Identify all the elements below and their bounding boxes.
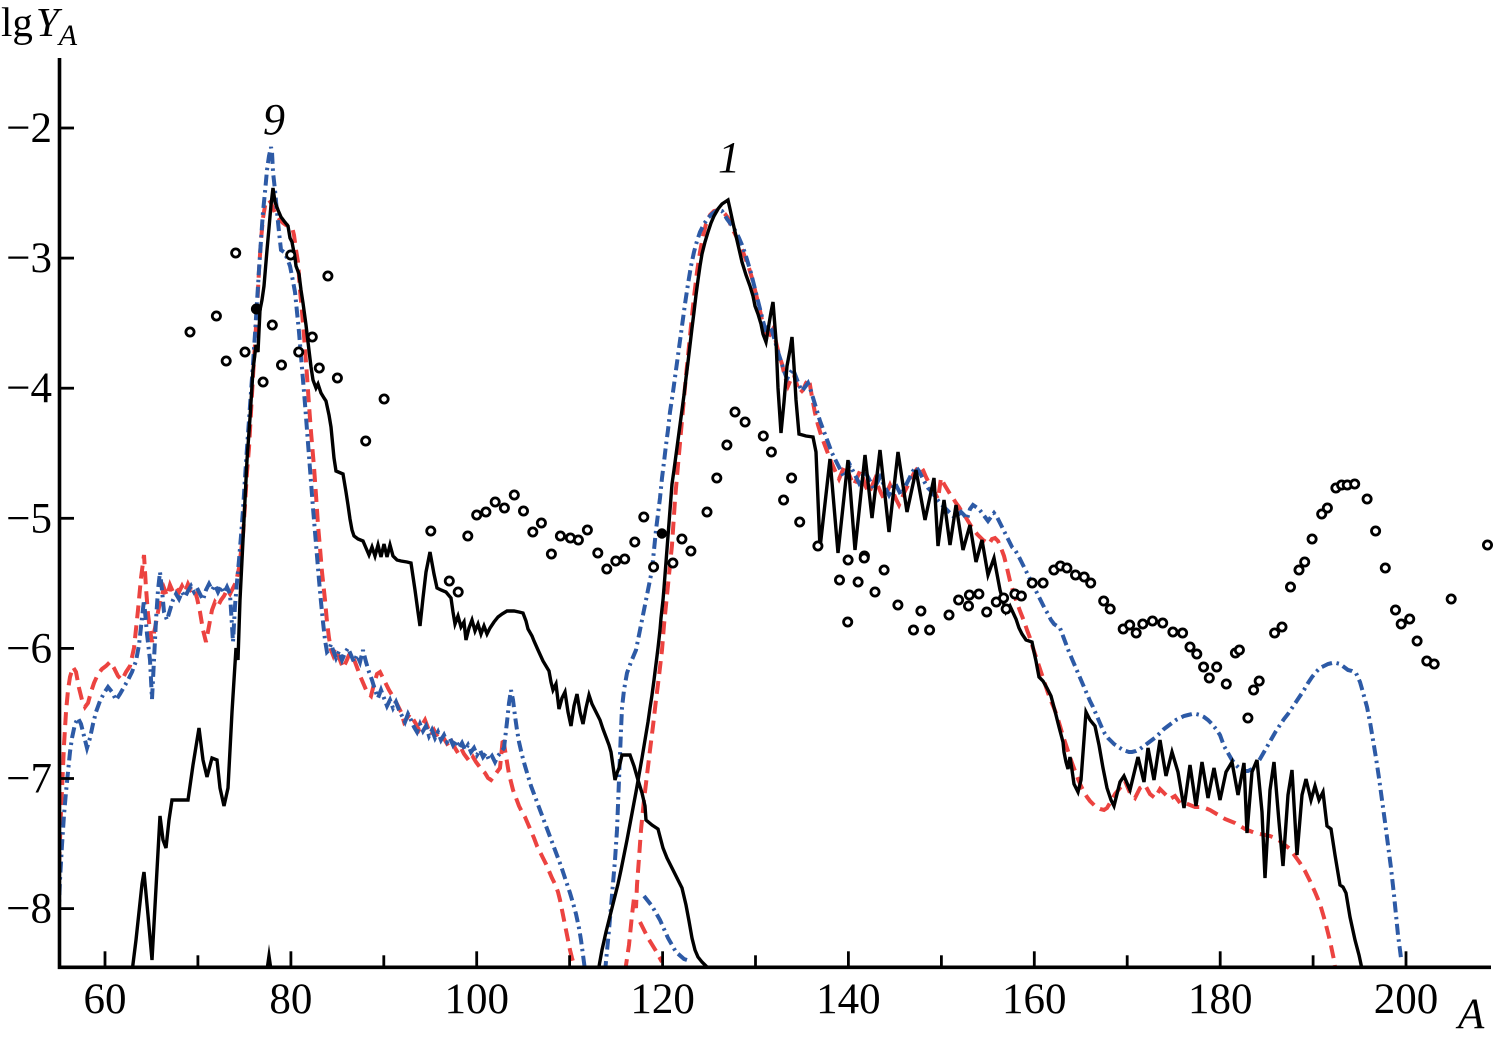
svg-text:−2: −2 <box>6 105 52 152</box>
svg-text:−7: −7 <box>6 756 52 803</box>
svg-text:A: A <box>1455 991 1485 1038</box>
svg-text:−3: −3 <box>6 235 52 282</box>
svg-text:80: 80 <box>269 976 312 1023</box>
svg-text:160: 160 <box>1002 976 1067 1023</box>
svg-text:−8: −8 <box>6 886 52 933</box>
svg-text:180: 180 <box>1188 976 1253 1023</box>
svg-text:120: 120 <box>630 976 695 1023</box>
svg-text:140: 140 <box>816 976 881 1023</box>
svg-text:9: 9 <box>263 95 285 144</box>
svg-text:−4: −4 <box>6 365 52 412</box>
svg-text:lgYA: lgYA <box>1 0 78 52</box>
svg-text:100: 100 <box>444 976 509 1023</box>
svg-text:60: 60 <box>84 976 127 1023</box>
svg-text:−6: −6 <box>6 625 52 672</box>
svg-text:−5: −5 <box>6 495 52 542</box>
svg-text:1: 1 <box>718 133 740 182</box>
svg-text:200: 200 <box>1374 976 1439 1023</box>
